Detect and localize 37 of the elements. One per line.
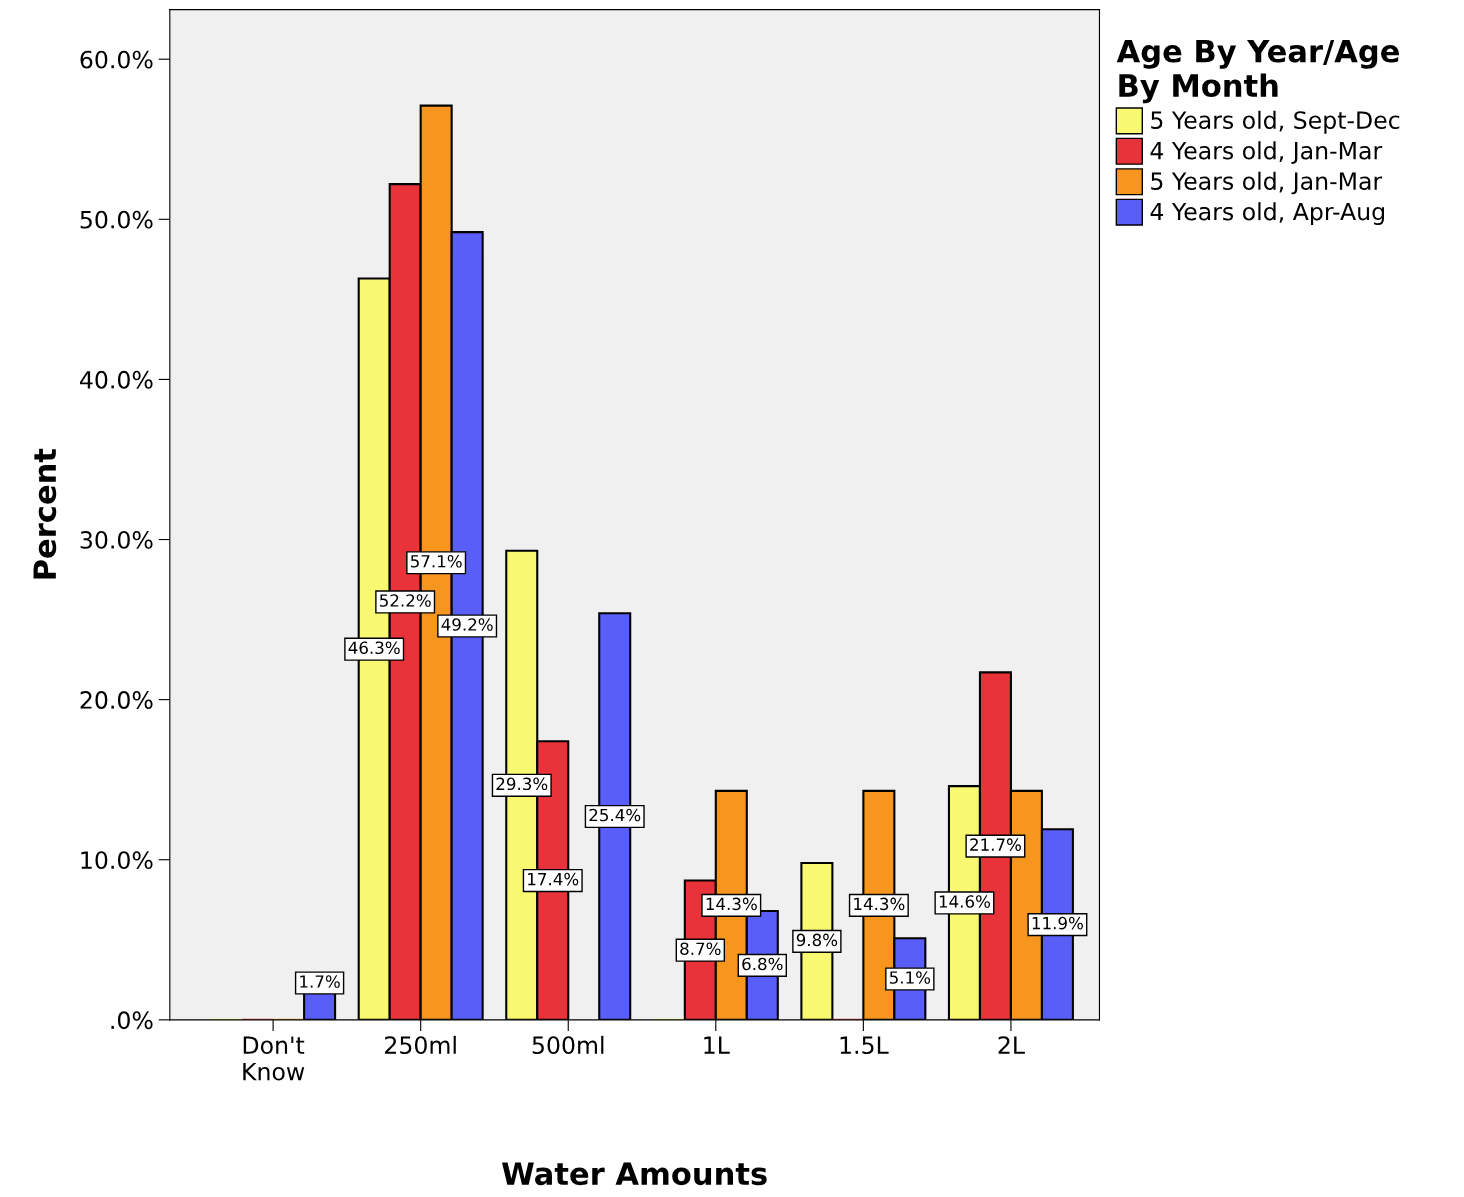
y-axis-title: Percent <box>33 448 57 579</box>
data-label: 49.2% <box>441 618 493 631</box>
x-tick-label: 500ml <box>532 1035 604 1055</box>
data-label: 52.2% <box>380 594 431 607</box>
legend-label: 4 Years old, Jan-Mar <box>1150 141 1383 164</box>
data-label: 21.7% <box>970 838 1021 851</box>
data-label: 29.3% <box>496 777 548 791</box>
y-tick-label: 40.0% <box>80 370 153 389</box>
x-tick-label: 2L <box>998 1036 1025 1054</box>
data-label: 25.4% <box>589 808 641 822</box>
legend-title: Age By Year/Age By Month <box>1116 39 1399 104</box>
legend-label: 4 Years old, Apr-Aug <box>1150 202 1384 226</box>
data-label: 57.1% <box>410 554 462 568</box>
legend-label: 5 Years old, Sept-Dec <box>1151 110 1400 134</box>
data-label: 8.7% <box>680 942 721 956</box>
x-axis-title: Water Amounts <box>502 1162 767 1186</box>
y-tick-label: 10.0% <box>81 851 153 870</box>
y-tick-label: 60.0% <box>80 50 153 69</box>
data-label: 14.3% <box>854 897 905 911</box>
legend-label: 5 Years old, Jan-Mar <box>1151 171 1383 195</box>
y-tick-label: 30.0% <box>80 530 153 549</box>
data-label: 11.9% <box>1032 916 1083 930</box>
data-label: 6.8% <box>742 957 783 971</box>
y-tick-label: 50.0% <box>80 210 153 229</box>
x-tick-label: Don't Know <box>243 1036 305 1081</box>
x-tick-label: 250ml <box>385 1035 456 1055</box>
y-tick-label: .0% <box>111 1011 153 1030</box>
data-label: 5.1% <box>889 971 931 984</box>
data-label: 14.3% <box>706 897 757 911</box>
data-label: 14.6% <box>939 895 990 908</box>
data-label: 17.4% <box>528 872 579 886</box>
y-tick-label: 20.0% <box>80 691 153 709</box>
x-tick-label: 1L <box>704 1036 730 1054</box>
data-label: 46.3% <box>348 641 400 655</box>
x-tick-label: 1.5L <box>840 1036 889 1055</box>
data-label: 1.7% <box>300 975 340 988</box>
data-label: 9.8% <box>796 933 838 947</box>
